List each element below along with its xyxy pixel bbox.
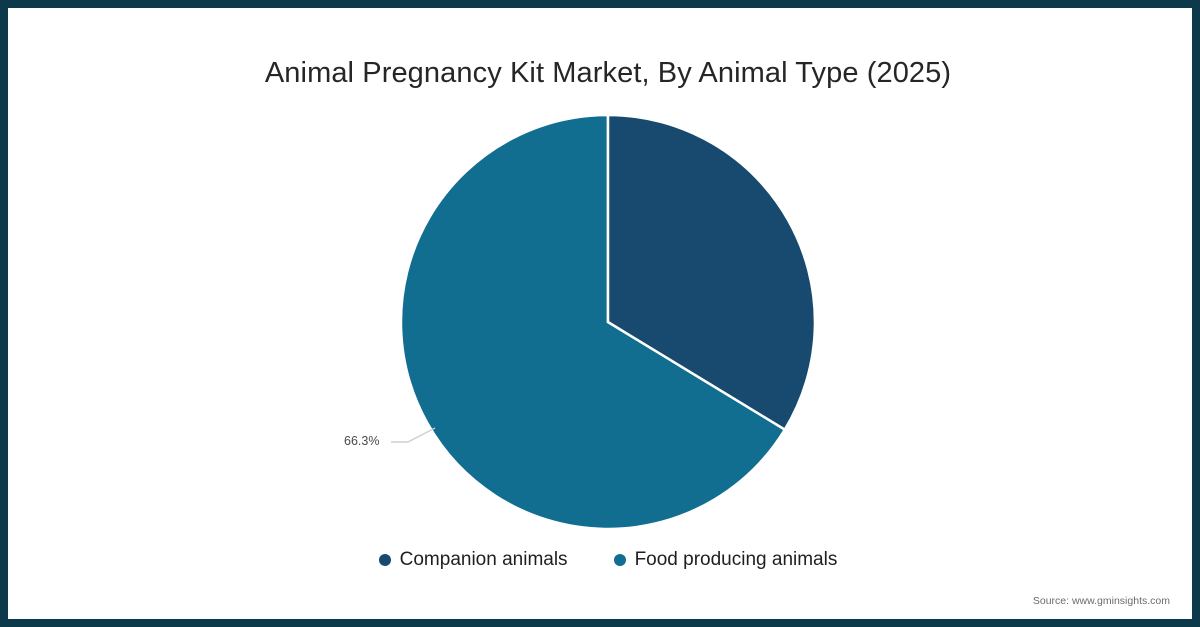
legend-item-companion-animals[interactable]: Companion animals [378,548,568,572]
pie-chart [391,113,817,531]
plot-area: Animal Pregnancy Kit Market, By Animal T… [8,8,1192,619]
legend: Companion animals Food producing animals [8,548,1200,572]
pie-slice-food-producing-animals[interactable] [399,113,787,531]
legend-swatch-icon [613,554,626,566]
legend-item-label: Food producing animals [634,549,838,570]
legend-item-food-producing-animals[interactable]: Food producing animals [613,548,838,572]
pie-data-label-food-producing-animals: 66.3% [344,434,380,448]
source-attribution: Source: www.gminsights.com [1032,595,1170,607]
pie-slice-companion-animals[interactable] [606,113,817,432]
leader-line-food-producing-animals [391,427,436,443]
page-title: Animal Pregnancy Kit Market, By Animal T… [264,57,952,89]
legend-swatch-icon [378,554,391,566]
legend-item-label: Companion animals [399,549,568,570]
